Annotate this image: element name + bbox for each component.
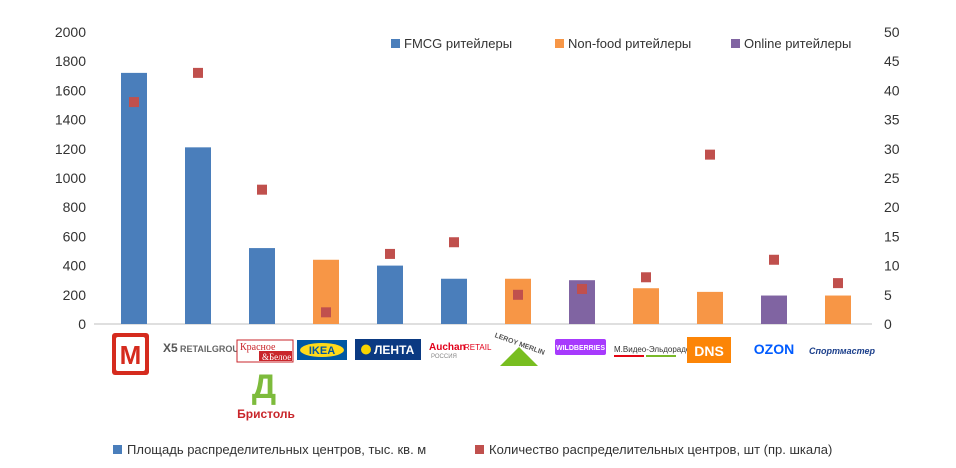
wildberries-text: WILDBERRIES (556, 345, 605, 352)
y-right-tick-label: 10 (884, 258, 900, 274)
beloe-text: &Белое (262, 352, 291, 362)
point (705, 149, 715, 160)
y-right-tick-label: 30 (884, 141, 900, 157)
ikea-logo: IKEA (297, 340, 347, 360)
point (449, 237, 459, 248)
y-right-tick-label: 20 (884, 199, 900, 215)
krasnoe-beloe-logo: Красное &Белое (236, 339, 294, 363)
auchan-logo: Auchan RETAIL РОССИЯ (429, 342, 492, 360)
bristol-mark: Д (252, 368, 276, 406)
x5-logo: X5 RETAILGROUP (163, 341, 245, 355)
point (257, 184, 267, 195)
legend-area-label: Площадь распределительных центров, тыс. … (127, 442, 426, 457)
point (385, 248, 395, 259)
bar (185, 147, 211, 324)
magnit-logo: М (112, 333, 149, 375)
y-right-tick-label: 35 (884, 112, 900, 128)
point (833, 278, 843, 289)
legend-fmcg-label: FMCG ритейлеры (404, 36, 512, 51)
bristol-text: Бристоль (237, 407, 295, 421)
y-left-tick-label: 800 (63, 199, 87, 215)
y-left-tick-label: 1400 (55, 112, 86, 128)
ozon-logo: OZON (754, 341, 794, 357)
point (769, 254, 779, 265)
sportmaster-text: Спортмастер (809, 346, 875, 356)
wildberries-logo: WILDBERRIES (555, 339, 606, 355)
auchan-retail-text: RETAIL (464, 343, 492, 352)
legend-nonfood-swatch (555, 39, 564, 48)
point-series (129, 67, 843, 318)
y-right-tick-label: 45 (884, 53, 900, 69)
magnit-logo-text: М (120, 340, 142, 370)
y-left-tick-label: 1200 (55, 141, 86, 157)
y-left-tick-label: 2000 (55, 24, 86, 40)
ikea-text: IKEA (309, 345, 335, 357)
y-right-tick-label: 5 (884, 287, 892, 303)
bar (825, 295, 851, 324)
bar (249, 248, 275, 324)
y-right-tick-label: 0 (884, 316, 892, 332)
point (513, 289, 523, 300)
y-right-tick-label: 40 (884, 82, 900, 98)
y-right-tick-label: 15 (884, 228, 900, 244)
dns-logo: DNS (687, 337, 731, 363)
y-left-tick-label: 0 (78, 316, 86, 332)
auchan-text: Auchan (429, 342, 466, 353)
lenta-text: ЛЕНТА (374, 343, 415, 357)
bar (441, 278, 467, 324)
krasnoe-text: Красное (240, 342, 276, 353)
bar (121, 72, 147, 324)
y-right-tick-label: 50 (884, 24, 900, 40)
legend-count-swatch (475, 445, 484, 454)
bar (697, 291, 723, 324)
y-right-tick-label: 25 (884, 170, 900, 186)
y-left-tick-label: 400 (63, 258, 87, 274)
legend-nonfood-label: Non-food ритейлеры (568, 36, 691, 51)
mvideo-text: М.Видео-Эльдорадо (614, 345, 691, 354)
leroy-merlin-logo: LEROY MERLIN (494, 332, 546, 366)
y-left-tick-label: 1800 (55, 53, 86, 69)
ozon-text: OZON (754, 341, 794, 357)
x5-logo-mark: X5 (163, 341, 178, 355)
bar (633, 288, 659, 324)
bristol-logo: Д Бристоль (237, 368, 295, 421)
lenta-logo: ЛЕНТА (355, 339, 421, 360)
bar-series (121, 72, 851, 324)
legend-count-label: Количество распределительных центров, шт… (489, 442, 832, 457)
mvideo-eldorado-logo: М.Видео-Эльдорадо (614, 345, 691, 357)
legend-bottom: Площадь распределительных центров, тыс. … (113, 442, 832, 457)
point (193, 67, 203, 78)
dns-text: DNS (694, 343, 724, 359)
bar (505, 278, 531, 324)
sportmaster-logo: Спортмастер (809, 346, 875, 356)
legend-online-swatch (731, 39, 740, 48)
bar (761, 295, 787, 324)
auchan-sub-text: РОССИЯ (431, 354, 457, 360)
y-left-tick-label: 200 (63, 287, 87, 303)
y-left-tick-label: 600 (63, 228, 87, 244)
point (577, 283, 587, 294)
point (129, 97, 139, 108)
y-left-tick-label: 1000 (55, 170, 86, 186)
y-axis-left: 0 200 400 600 800 1000 1200 1400 1600 1800 2000 (55, 24, 86, 332)
x5-logo-text: RETAILGROUP (180, 344, 245, 354)
legend-area-swatch (113, 445, 122, 454)
y-axis-right: 0 5 10 15 20 25 30 35 40 45 50 (884, 24, 900, 332)
legend-top: FMCG ритейлеры Non-food ритейлеры Online… (391, 36, 851, 51)
logo-row: М X5 RETAILGROUP Красное &Белое Д Бристо… (112, 332, 875, 421)
point (641, 272, 651, 283)
y-left-tick-label: 1600 (55, 82, 86, 98)
point (321, 307, 331, 318)
legend-fmcg-swatch (391, 39, 400, 48)
bar (377, 265, 403, 324)
legend-online-label: Online ритейлеры (744, 36, 851, 51)
